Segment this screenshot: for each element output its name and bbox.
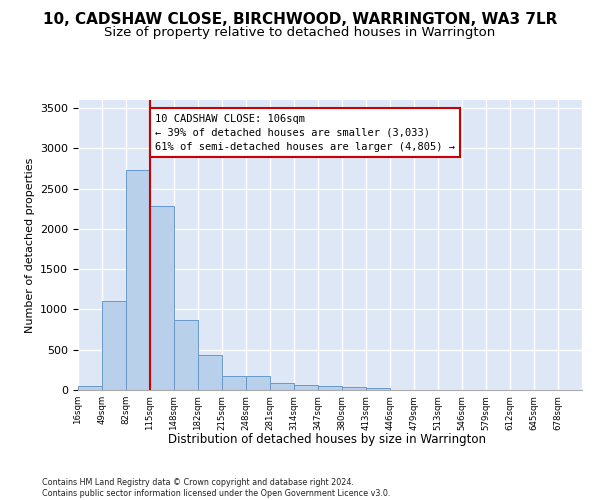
Bar	[222, 376, 246, 390]
Bar	[174, 320, 198, 390]
Y-axis label: Number of detached properties: Number of detached properties	[25, 158, 35, 332]
Bar	[294, 385, 318, 390]
Bar	[102, 302, 126, 390]
Bar	[198, 356, 222, 390]
Text: 10 CADSHAW CLOSE: 106sqm
← 39% of detached houses are smaller (3,033)
61% of sem: 10 CADSHAW CLOSE: 106sqm ← 39% of detach…	[155, 114, 455, 152]
Bar	[318, 386, 342, 390]
Bar	[78, 386, 102, 390]
Text: Distribution of detached houses by size in Warrington: Distribution of detached houses by size …	[168, 432, 486, 446]
Bar	[126, 170, 150, 390]
Text: Size of property relative to detached houses in Warrington: Size of property relative to detached ho…	[104, 26, 496, 39]
Bar	[342, 387, 366, 390]
Text: Contains HM Land Registry data © Crown copyright and database right 2024.
Contai: Contains HM Land Registry data © Crown c…	[42, 478, 391, 498]
Bar	[366, 388, 390, 390]
Bar	[270, 383, 294, 390]
Text: 10, CADSHAW CLOSE, BIRCHWOOD, WARRINGTON, WA3 7LR: 10, CADSHAW CLOSE, BIRCHWOOD, WARRINGTON…	[43, 12, 557, 28]
Bar	[150, 206, 174, 390]
Bar	[246, 376, 270, 390]
